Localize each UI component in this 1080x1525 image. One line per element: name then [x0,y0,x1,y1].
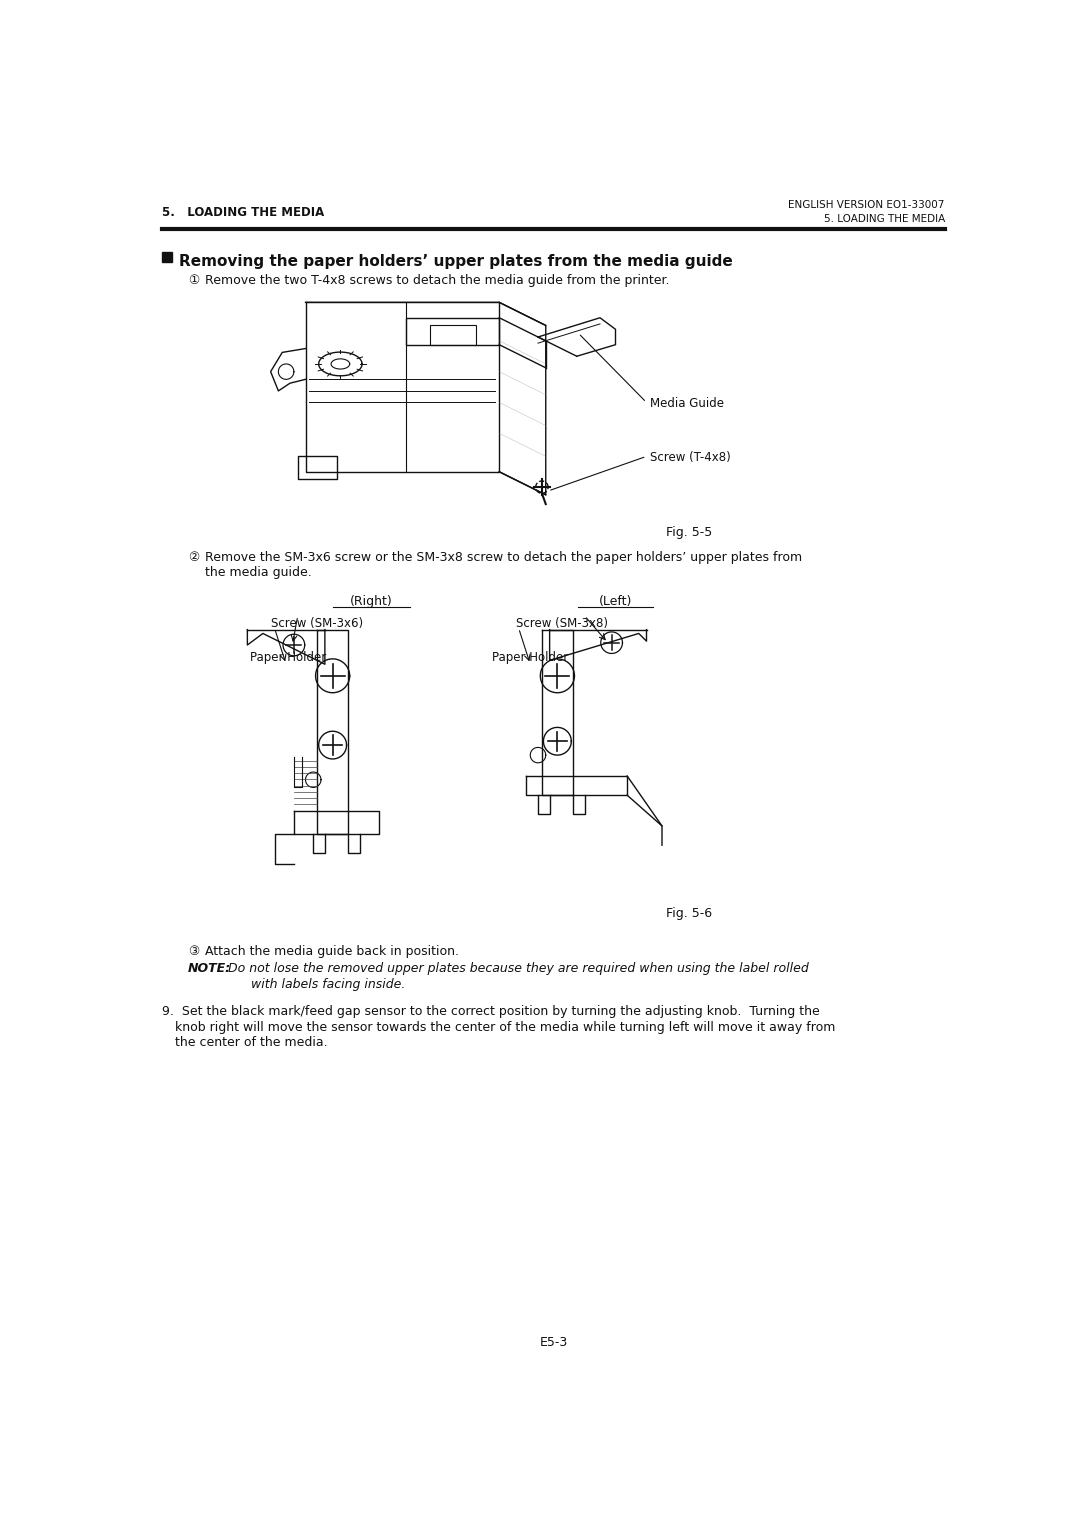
Text: NOTE:: NOTE: [188,962,231,976]
Text: Screw (T-4x8): Screw (T-4x8) [650,451,731,464]
Text: Paper Holder: Paper Holder [491,651,568,665]
Text: knob right will move the sensor towards the center of the media while turning le: knob right will move the sensor towards … [175,1020,836,1034]
Text: Screw (SM-3x6): Screw (SM-3x6) [271,616,363,630]
Text: the center of the media.: the center of the media. [175,1035,328,1049]
Text: 5.   LOADING THE MEDIA: 5. LOADING THE MEDIA [162,206,324,220]
Bar [406,317,499,345]
Text: (Right): (Right) [350,595,393,608]
Text: 9.  Set the black mark/feed gap sensor to the correct position by turning the ad: 9. Set the black mark/feed gap sensor to… [162,1005,820,1019]
Text: ENGLISH VERSION EO1-33007: ENGLISH VERSION EO1-33007 [788,200,945,210]
Text: Removing the paper holders’ upper plates from the media guide: Removing the paper holders’ upper plates… [179,253,733,268]
Text: the media guide.: the media guide. [205,566,311,580]
Text: Remove the two T-4x8 screws to detach the media guide from the printer.: Remove the two T-4x8 screws to detach th… [205,274,670,287]
Text: Attach the media guide back in position.: Attach the media guide back in position. [205,946,459,958]
Bar [430,325,476,345]
Text: 5. LOADING THE MEDIA: 5. LOADING THE MEDIA [824,214,945,224]
Text: ②: ② [188,551,199,564]
Text: Paper Holder: Paper Holder [249,651,326,665]
Text: Media Guide: Media Guide [650,396,725,410]
Text: (Left): (Left) [598,595,632,608]
Text: Fig. 5-5: Fig. 5-5 [666,526,712,538]
Text: ③: ③ [188,946,199,958]
Text: E5-3: E5-3 [539,1336,568,1350]
Text: with labels facing inside.: with labels facing inside. [252,978,406,991]
Text: Screw (SM-3x8): Screw (SM-3x8) [516,616,608,630]
Text: ①: ① [188,274,199,287]
Text: Fig. 5-6: Fig. 5-6 [666,907,712,920]
Bar [162,252,172,262]
Text: Do not lose the removed upper plates because they are required when using the la: Do not lose the removed upper plates bec… [228,962,809,976]
Text: Remove the SM-3x6 screw or the SM-3x8 screw to detach the paper holders’ upper p: Remove the SM-3x6 screw or the SM-3x8 sc… [205,551,801,564]
